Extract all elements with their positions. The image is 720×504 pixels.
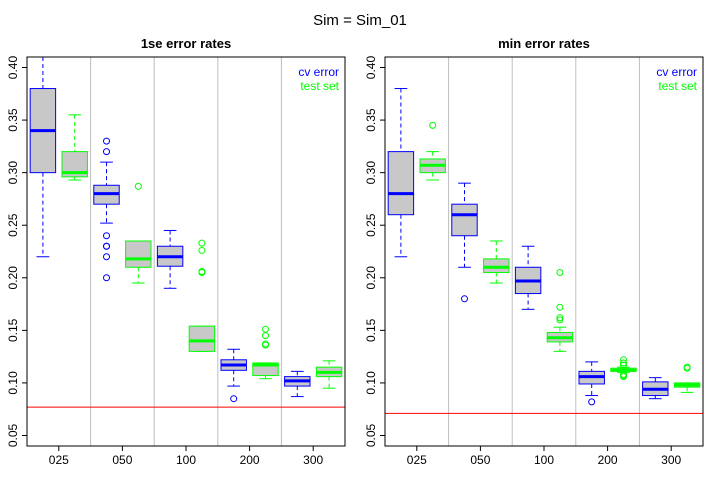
legend-entry: cv error [298,65,339,79]
plot-area [387,88,701,406]
x-tick-label: 050 [470,453,490,467]
y-tick-label: 0.05 [364,423,378,447]
y-tick-label: 0.20 [364,266,378,290]
outlier-point [556,269,564,277]
y-tick-label: 0.10 [364,371,378,395]
cv-error-box [514,245,542,310]
y-tick-label: 0.40 [6,56,20,80]
outlier-point [198,269,206,277]
cv-error-box [29,57,57,258]
test-set-box [252,325,279,380]
test-set-box [315,360,343,389]
x-tick-label: 100 [534,453,554,467]
outlier-point [230,395,238,403]
outlier-point [620,359,627,367]
outlier-point [620,361,627,369]
y-tick-label: 0.35 [364,108,378,132]
outlier-point [134,182,142,190]
y-tick-label: 0.40 [364,56,378,80]
y-tick-label: 0.25 [364,213,378,237]
panel-title: 1se error rates [141,36,231,51]
plot-frame [384,56,704,447]
legend-entry: cv error [656,65,697,79]
test-set-box [125,182,152,284]
x-tick-label: 300 [661,453,681,467]
outlier-point [103,232,110,240]
x-tick-label: 200 [240,453,260,467]
y-tick-label: 0.15 [6,318,20,342]
cv-error-box [578,361,605,406]
x-tick-label: 025 [49,453,69,467]
outlier-point [429,121,437,129]
outlier-point [103,148,110,156]
page-title: Sim = Sim_01 [313,12,407,29]
x-tick-label: 300 [303,453,323,467]
y-tick-label: 0.05 [6,423,20,447]
test-set-box [61,114,88,181]
cv-error-box [220,348,247,403]
y-tick-label: 0.20 [6,266,20,290]
y-tick-label: 0.15 [364,318,378,342]
x-tick-label: 025 [407,453,427,467]
panel-title: min error rates [498,36,590,51]
plot-area [29,57,343,403]
y-tick-label: 0.25 [6,213,20,237]
test-set-box [610,356,637,381]
cv-error-box [93,137,120,282]
plot-frame [26,56,346,447]
y-tick-label: 0.30 [364,161,378,185]
outlier-point [556,314,564,322]
outlier-point [588,398,596,406]
outlier-point [103,137,110,145]
x-tick-label: 200 [598,453,618,467]
y-tick-label: 0.35 [6,108,20,132]
box [125,240,152,268]
outlier-point [556,316,564,324]
outlier-point [556,303,564,311]
outlier-point [262,341,269,349]
outlier-point [262,332,269,340]
panel-1se-error-rates: 1se error rates 0.05 0.10 0.15 0.20 0.25 0.30 0… [6,36,346,467]
x-tick-label: 050 [112,453,132,467]
cv-error-box [387,88,415,258]
y-tick-label: 0.10 [6,371,20,395]
test-set-box [483,240,510,284]
outlier-point [620,356,627,364]
legend-entry: test set [300,79,339,93]
test-set-box [188,239,216,352]
panel-min-error-rates: min error rates 0.05 0.10 0.15 0.20 0.25 0.30 0… [364,36,704,467]
cv-error-box [642,377,669,400]
outlier-point [620,373,627,381]
outlier-point [461,295,468,303]
box [387,151,415,216]
cv-error-box [451,182,478,303]
test-set-box [673,363,701,393]
box [451,203,478,237]
y-tick-label: 0.30 [6,161,20,185]
outlier-point [103,242,110,250]
outlier-point [683,364,691,372]
legend-entry: test set [658,79,697,93]
outlier-point [262,325,269,333]
outlier-point [198,239,206,247]
outlier-point [198,246,206,254]
outlier-point [103,253,110,261]
box [188,325,216,352]
x-tick-label: 100 [176,453,196,467]
cv-error-box [284,370,311,398]
cv-error-box [156,229,184,289]
outlier-point [103,274,110,282]
box [483,258,510,274]
test-set-box [419,121,446,181]
test-set-box [546,269,574,352]
